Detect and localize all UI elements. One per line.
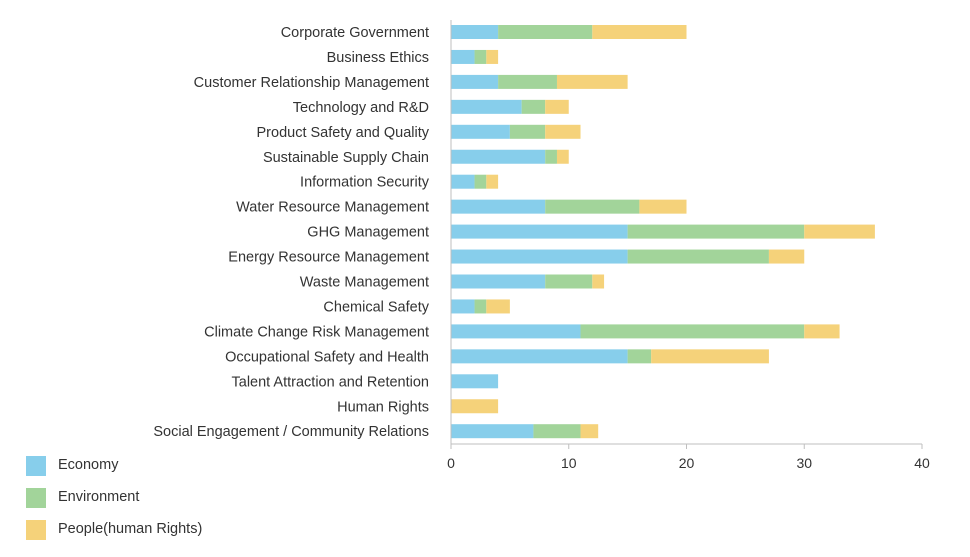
bar-segment bbox=[804, 224, 875, 239]
category-labels: Corporate Government Business Ethics Custo… bbox=[153, 25, 429, 440]
category-label: Product Safety and Quality bbox=[257, 125, 430, 141]
bar-segment bbox=[639, 199, 687, 214]
legend-label: People(human Rights) bbox=[58, 521, 203, 537]
bar-segment bbox=[451, 424, 534, 439]
bar-segment bbox=[451, 399, 499, 414]
bar-segment bbox=[451, 299, 475, 314]
bar-segment bbox=[451, 124, 510, 139]
x-tick-label: 0 bbox=[447, 455, 455, 471]
x-tick-label: 10 bbox=[561, 455, 577, 471]
bar-segment bbox=[451, 49, 475, 64]
category-label: Water Resource Management bbox=[236, 200, 429, 216]
category-label: Climate Change Risk Management bbox=[204, 324, 429, 340]
bar-segment bbox=[451, 224, 628, 239]
bar-segment bbox=[451, 324, 581, 339]
category-label: Occupational Safety and Health bbox=[225, 349, 429, 365]
legend-swatch bbox=[26, 488, 46, 508]
category-label: GHG Management bbox=[307, 225, 429, 241]
bar-segment bbox=[486, 299, 510, 314]
bar-segment bbox=[627, 249, 769, 264]
bars-layer bbox=[451, 25, 875, 439]
bar-segment bbox=[556, 74, 628, 89]
bar-segment bbox=[451, 199, 546, 214]
bar-segment bbox=[451, 249, 628, 264]
bar-segment bbox=[474, 174, 487, 189]
bar-segment bbox=[580, 324, 805, 339]
legend-swatch bbox=[26, 456, 46, 476]
bar-segment bbox=[451, 274, 546, 289]
bar-segment bbox=[474, 49, 487, 64]
x-tick-label: 20 bbox=[679, 455, 695, 471]
category-label: Energy Resource Management bbox=[228, 250, 429, 266]
bar-segment bbox=[533, 424, 581, 439]
bar-segment bbox=[451, 74, 499, 89]
bar-segment bbox=[545, 199, 640, 214]
category-label: Corporate Government bbox=[281, 25, 429, 41]
bar-segment bbox=[545, 149, 557, 164]
category-label: Technology and R&D bbox=[293, 100, 429, 116]
bar-segment bbox=[768, 249, 805, 264]
bar-segment bbox=[486, 49, 499, 64]
category-label: Social Engagement / Community Relations bbox=[153, 424, 429, 440]
legend-label: Economy bbox=[58, 457, 119, 473]
bar-segment bbox=[486, 174, 499, 189]
bar-segment bbox=[451, 25, 499, 39]
category-label: Information Security bbox=[300, 175, 430, 191]
bar-segment bbox=[451, 374, 499, 389]
bar-segment bbox=[651, 349, 769, 364]
bar-segment bbox=[509, 124, 546, 139]
bar-segment bbox=[498, 25, 593, 39]
category-label: Sustainable Supply Chain bbox=[263, 150, 429, 166]
bar-segment bbox=[545, 124, 581, 139]
category-label: Human Rights bbox=[337, 399, 429, 415]
bar-segment bbox=[627, 349, 652, 364]
bar-segment bbox=[451, 174, 475, 189]
category-label: Waste Management bbox=[300, 275, 429, 291]
legend-label: Environment bbox=[58, 489, 140, 505]
category-label: Business Ethics bbox=[327, 50, 429, 66]
bar-segment bbox=[451, 149, 546, 164]
bar-segment bbox=[556, 149, 569, 164]
bar-segment bbox=[498, 74, 557, 89]
category-label: Talent Attraction and Retention bbox=[232, 374, 430, 390]
bar-segment bbox=[451, 99, 522, 114]
bar-segment bbox=[545, 99, 569, 114]
category-label: Chemical Safety bbox=[323, 299, 429, 315]
category-label: Customer Relationship Management bbox=[194, 75, 429, 91]
x-tick-label: 40 bbox=[914, 455, 930, 471]
x-axis-ticks: 0 10 20 30 40 bbox=[447, 444, 930, 471]
legend-swatch bbox=[26, 520, 46, 540]
bar-segment bbox=[451, 349, 628, 364]
bar-segment bbox=[521, 99, 546, 114]
bar-segment bbox=[592, 25, 687, 39]
bar-segment bbox=[592, 274, 605, 289]
bar-segment bbox=[580, 424, 599, 439]
bar-segment bbox=[545, 274, 593, 289]
bar-segment bbox=[804, 324, 840, 339]
x-tick-label: 30 bbox=[796, 455, 812, 471]
bar-segment bbox=[627, 224, 805, 239]
bar-segment bbox=[474, 299, 487, 314]
